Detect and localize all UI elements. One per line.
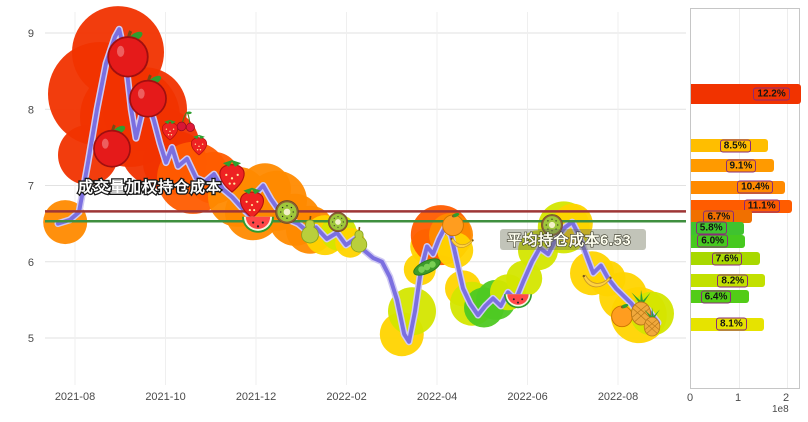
x-axis-tick-label: 2022-06 (507, 391, 547, 403)
axes: 9 8 7 6 5 2021-08 2021-10 2021-12 2022-02 2022-04… (28, 28, 638, 403)
apple-icon (129, 74, 167, 118)
cost-distribution-panel[interactable]: 12.2% 8.5% 9.1% 10.4% 11.1% 6.7% 5.8% 6.0% 7.6% 8… (686, 0, 808, 422)
distribution-bar: 7.6% (691, 252, 760, 266)
banana-icon (582, 274, 612, 288)
distribution-bar-label: 6.0% (697, 234, 729, 248)
apple-icon (93, 124, 131, 168)
distribution-bar: 8.2% (691, 274, 766, 288)
pear-icon (350, 226, 368, 253)
fruit-markers (93, 30, 661, 337)
price-line (54, 25, 662, 346)
banana-icon (450, 237, 474, 248)
kiwi-icon (541, 214, 563, 236)
distribution-bar: 5.8% (691, 221, 744, 235)
y-axis-tick-label: 7 (28, 181, 34, 193)
grid-line (787, 9, 788, 388)
tangerine-icon (611, 303, 633, 328)
y-axis-tick-label: 5 (28, 333, 34, 345)
kiwi-icon (275, 200, 299, 224)
distribution-bar-label: 8.5% (719, 139, 751, 153)
distribution-x-tick-label: 0 (686, 392, 694, 404)
distribution-bar-label: 12.2% (753, 87, 790, 101)
pineapple-icon (643, 307, 661, 337)
avg-cost-annotation: 平均持仓成本6.53 (500, 229, 646, 250)
price-history-chart[interactable]: 9 8 7 6 5 2021-08 2021-10 2021-12 2022-02 2022-04… (0, 0, 690, 422)
avg-cost-label: 平均持仓成本6.53 (507, 231, 631, 249)
strawberry-icon (161, 119, 179, 141)
x-axis-tick-label: 2022-04 (417, 391, 457, 403)
distribution-x-tick-label: 2 (782, 392, 790, 404)
strawberry-icon (190, 134, 208, 156)
cherry-icon (176, 111, 195, 132)
x-axis-tick-label: 2021-08 (55, 391, 95, 403)
apple-icon (107, 30, 149, 78)
strawberry-icon (239, 187, 265, 219)
distribution-x-axis: 0 1 2 (686, 392, 808, 406)
y-axis-tick-label: 9 (28, 28, 34, 40)
distribution-bar-label: 8.1% (715, 317, 747, 331)
distribution-bar: 6.0% (691, 234, 746, 248)
distribution-bar: 6.4% (691, 290, 749, 304)
y-axis-tick-label: 6 (28, 257, 34, 269)
distribution-bar-label: 9.1% (725, 159, 757, 173)
x-axis-tick-label: 2022-02 (326, 391, 366, 403)
distribution-bar-label: 8.2% (717, 274, 749, 288)
distribution-bar: 11.1% (691, 199, 792, 213)
pineapple-icon (630, 289, 652, 326)
peas-icon (413, 258, 441, 276)
distribution-bar-label: 5.8% (695, 221, 727, 235)
x-axis-tick-label: 2022-08 (598, 391, 638, 403)
distribution-bar-label: 11.1% (743, 199, 780, 213)
distribution-bar: 12.2% (691, 84, 802, 104)
price-line-path (56, 27, 660, 344)
x-axis-tick-label: 2021-12 (236, 391, 276, 403)
axis-exponent-label: 1e8 (772, 404, 789, 415)
x-axis-tick-label: 2021-10 (145, 391, 185, 403)
distribution-bar-label: 7.6% (711, 252, 743, 266)
distribution-x-tick-label: 1 (734, 392, 742, 404)
distribution-bar: 8.1% (691, 317, 764, 331)
vwap-cost-label: 成交量加权持仓成本 (78, 178, 222, 196)
watermelon-icon (504, 294, 532, 309)
kiwi-icon (327, 211, 349, 233)
grid-line (739, 9, 740, 388)
tangerine-icon (442, 212, 464, 237)
distribution-bar: 10.4% (691, 180, 786, 194)
avg-cost-label-box (500, 229, 646, 250)
distribution-bar-label: 6.4% (700, 290, 732, 304)
distribution-bar: 9.1% (691, 159, 774, 173)
pear-icon (301, 215, 319, 244)
y-axis-tick-label: 8 (28, 104, 34, 116)
distribution-bar: 8.5% (691, 139, 768, 153)
distribution-plot[interactable]: 12.2% 8.5% 9.1% 10.4% 11.1% 6.7% 5.8% 6.0% 7.6% 8… (690, 8, 802, 389)
cost-lines (45, 210, 686, 223)
strawberry-icon (219, 160, 245, 193)
watermelon-icon (242, 216, 274, 233)
distribution-bar-label: 10.4% (737, 180, 774, 194)
